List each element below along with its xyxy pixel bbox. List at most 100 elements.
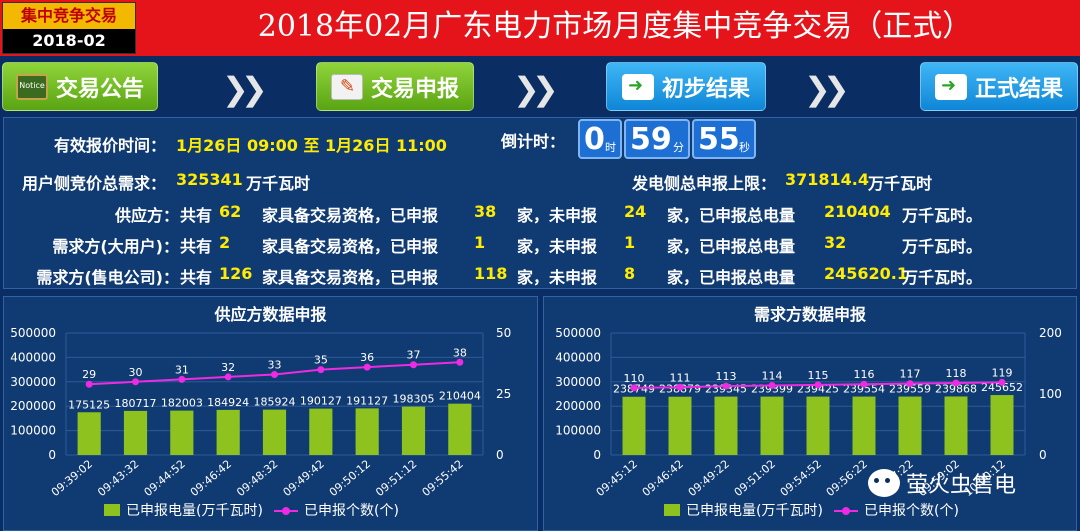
legend-bar-swatch	[664, 504, 680, 516]
total-text: 共有	[180, 268, 213, 287]
time-value: 1月26日 09:00 至 1月26日 11:00	[176, 136, 447, 155]
bar-value-label: 239554	[843, 383, 885, 396]
count-point	[630, 384, 638, 392]
share-icon	[621, 73, 654, 100]
y-tick-label: 0	[48, 448, 56, 462]
count-label: 118	[946, 367, 967, 380]
count-point	[722, 382, 730, 390]
x-tick-label: 09:46:42	[188, 457, 234, 499]
count-point	[85, 380, 93, 388]
bar	[944, 396, 968, 455]
undeclared-text: 家，未申报	[517, 206, 598, 225]
y-tick-label: 100000	[10, 424, 56, 438]
announcement-button[interactable]: Notice 交易公告	[2, 62, 158, 111]
bar-value-label: 245652	[981, 381, 1023, 394]
total-count: 126	[219, 264, 253, 283]
chart-title: 供应方数据申报	[214, 305, 327, 324]
countdown-seconds: 55 秒	[692, 119, 756, 159]
undeclared-count: 1	[624, 233, 636, 252]
legend-bar-label: 已申报电量(万千瓦时)	[686, 503, 823, 519]
chart-title: 需求方数据申报	[753, 305, 866, 324]
y-tick-label: 500000	[555, 326, 601, 340]
generation-cap-label: 发电侧总申报上限：	[632, 174, 777, 193]
page-title: 2018年02月广东电力市场月度集中竞争交易（正式）	[257, 9, 973, 44]
count-point	[178, 375, 186, 383]
declare-button[interactable]: 交易申报	[316, 62, 474, 111]
preliminary-result-button[interactable]: 初步结果	[606, 62, 766, 111]
x-tick-label: 09:48:32	[234, 457, 280, 499]
qualified-text: 家具备交易资格，已申报	[262, 268, 439, 287]
count-point	[317, 366, 325, 374]
countdown-unit: 秒	[739, 141, 750, 154]
session-badge: 集中竞争交易 2018-02	[2, 2, 136, 54]
x-tick-label: 09:51:12	[373, 457, 419, 499]
qualified-text: 家具备交易资格，已申报	[262, 237, 439, 256]
countdown-unit: 时	[605, 141, 616, 154]
bar-value-label: 239868	[935, 382, 977, 395]
legend-bar-label: 已申报电量(万千瓦时)	[126, 503, 263, 519]
qualified-text: 家具备交易资格，已申报	[262, 206, 439, 225]
bar-value-label: 175125	[68, 398, 110, 411]
y-tick-label: 300000	[10, 375, 56, 389]
count-label: 114	[762, 369, 783, 382]
count-label: 31	[175, 363, 189, 376]
bar	[898, 396, 922, 455]
row-label: 供应方：	[114, 206, 179, 225]
watermark: 萤火虫售电	[868, 466, 1016, 500]
y-tick-label: 400000	[10, 350, 56, 364]
count-point	[410, 361, 417, 369]
declared-count: 1	[474, 233, 486, 252]
x-tick-label: 09:49:22	[686, 457, 732, 499]
y-tick-label: 0	[593, 448, 601, 462]
total-text: 共有	[180, 237, 213, 256]
count-label: 113	[716, 370, 737, 383]
y2-tick-label: 0	[1039, 448, 1047, 462]
declared-count: 118	[474, 264, 508, 283]
legend-line-label: 已申报个数(个)	[304, 503, 399, 519]
bar	[401, 406, 426, 455]
x-tick-label: 09:44:52	[142, 457, 188, 499]
bar	[170, 410, 194, 455]
demand-unit: 万千瓦时	[246, 174, 311, 193]
count-label: 119	[992, 366, 1013, 379]
x-tick-label: 09:50:12	[327, 457, 373, 499]
notice-icon: Notice	[15, 73, 48, 100]
step-nav: Notice 交易公告 ❯❯ 交易申报 ❯❯ 初步结果 ❯❯ 正式结果	[0, 56, 1080, 116]
x-tick-label: 09:51:02	[732, 457, 778, 499]
row-label: 需求方(大用户)：	[52, 237, 179, 256]
row-label: 需求方(售电公司)：	[36, 268, 179, 287]
bar	[262, 409, 287, 455]
time-label: 有效报价时间：	[54, 136, 167, 155]
countdown-hours: 0 时	[578, 119, 622, 159]
count-label: 32	[221, 361, 235, 374]
count-label: 115	[808, 369, 829, 382]
y2-tick-label: 0	[496, 448, 504, 462]
bar	[852, 396, 876, 455]
countdown-value: 55	[698, 122, 740, 157]
x-tick-label: 09:46:42	[640, 457, 686, 499]
bar	[622, 396, 646, 455]
x-tick-label: 09:56:22	[824, 457, 870, 499]
x-tick-label: 09:45:12	[594, 457, 640, 499]
count-label: 30	[129, 366, 143, 379]
countdown-minutes: 59 分	[624, 119, 690, 159]
energy-unit: 万千瓦时。	[902, 237, 983, 256]
count-point	[814, 381, 822, 389]
chevron-right-icon: ❯❯	[804, 70, 850, 108]
x-tick-label: 09:54:52	[778, 457, 824, 499]
bar-value-label: 184924	[207, 396, 249, 409]
supply-chart-panel: 供应方数据申报 0 100000 200000 300000 400000 500000 0…	[3, 296, 538, 531]
y2-tick-label: 200	[1039, 326, 1062, 340]
total-count: 62	[219, 202, 242, 221]
chevron-right-icon: ❯❯	[222, 70, 268, 108]
wechat-icon	[868, 469, 900, 497]
generation-cap-unit: 万千瓦时	[868, 174, 933, 193]
countdown-value: 0	[584, 122, 605, 157]
bar	[216, 409, 240, 455]
y2-tick-label: 25	[496, 387, 511, 401]
count-point	[768, 381, 776, 389]
bar-value-label: 198305	[393, 393, 435, 406]
final-result-button[interactable]: 正式结果	[920, 62, 1078, 111]
legend-line-marker	[282, 507, 290, 515]
declare-label: 交易申报	[370, 76, 459, 102]
